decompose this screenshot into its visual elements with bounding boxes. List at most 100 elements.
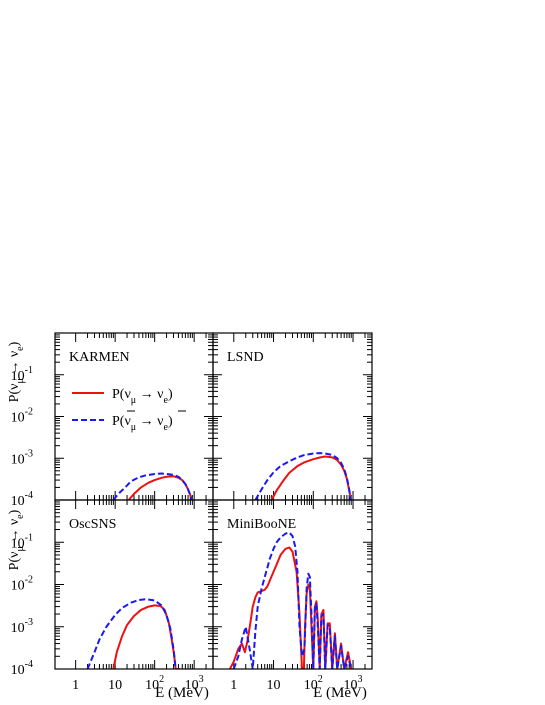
legend-label-part: ) xyxy=(168,387,173,402)
x-tick-base: 1 xyxy=(230,678,237,693)
y-tick-label: 10-4 xyxy=(11,659,33,678)
y-title-part: ) xyxy=(7,341,22,346)
y-title-part: ) xyxy=(7,509,22,514)
y-title-part: ν xyxy=(7,519,22,525)
y-tick-exponent: -4 xyxy=(25,659,33,670)
x-tick-base: 10 xyxy=(344,678,358,693)
y-tick-base: 10 xyxy=(11,369,25,384)
x-tick-exponent: 2 xyxy=(318,674,323,685)
legend: P(νμ → νe)P(νμ → νe) xyxy=(72,387,186,433)
y-title-part: e xyxy=(15,346,26,351)
y-tick-base: 10 xyxy=(11,411,25,426)
y-tick-label: 10-3 xyxy=(11,617,33,636)
y-axis-labels: P(νμ → νe)P(νμ → νe) xyxy=(7,341,26,570)
legend-label-part: P( xyxy=(112,387,125,402)
x-tick-labels: 1 10 102 103 xyxy=(230,674,362,693)
y-tick-base: 10 xyxy=(11,621,25,636)
x-tick-label: 1 xyxy=(72,678,79,693)
y-tick-exponent: -2 xyxy=(25,407,33,418)
legend-label-part: μ xyxy=(131,422,136,433)
x-axis-title: E (MeV) xyxy=(313,685,367,701)
x-axis-title: E (MeV) xyxy=(155,685,209,701)
y-tick-label: 10-1 xyxy=(11,532,33,551)
y-tick-label: 10-4 xyxy=(11,490,33,509)
panels: KARMEN10-110-210-310-4LSNDOscSNS10-110-2… xyxy=(11,332,373,693)
x-tick-label: 103 xyxy=(344,674,363,693)
legend-label-part: μ xyxy=(131,395,136,406)
panel-label: MiniBooNE xyxy=(227,517,296,532)
x-tick-exponent: 2 xyxy=(159,674,164,685)
y-title-part: μ xyxy=(15,378,26,383)
series-line-antinu-mu-to-antinu-e xyxy=(254,452,352,500)
panel-lsnd: LSND xyxy=(212,332,373,501)
y-tick-base: 10 xyxy=(11,579,25,594)
y-title-part: ν xyxy=(7,384,22,390)
y-title-part: e xyxy=(15,514,26,519)
axis-ticks xyxy=(213,332,373,501)
legend-label-part: e xyxy=(164,422,169,433)
x-tick-base: 10 xyxy=(304,678,318,693)
y-title-part: P( xyxy=(7,558,22,571)
y-tick-exponent: -1 xyxy=(25,365,33,376)
y-axis-title: P(νμ → νe) xyxy=(7,509,26,570)
y-tick-label: 10-2 xyxy=(11,407,33,426)
panel-label: LSND xyxy=(227,350,264,365)
x-tick-base: 10 xyxy=(267,678,281,693)
y-title-part: μ xyxy=(15,546,26,551)
x-tick-label: 10 xyxy=(267,678,281,693)
legend-label: P(νμ → νe) xyxy=(112,387,173,406)
y-tick-labels: 10-110-210-310-4 xyxy=(11,532,33,678)
x-tick-labels: 1 10 102 103 xyxy=(72,674,204,693)
y-title-part: → xyxy=(7,525,22,546)
panel-label: OscSNS xyxy=(69,517,116,532)
y-tick-exponent: -3 xyxy=(25,448,33,459)
legend-label-part: → xyxy=(136,387,157,402)
y-tick-labels: 10-110-210-310-4 xyxy=(11,365,33,509)
legend-label-part: ν xyxy=(124,387,130,402)
legend-label-part: ν xyxy=(124,414,130,429)
y-tick-base: 10 xyxy=(11,663,25,678)
legend-label-part: P( xyxy=(112,414,125,429)
series-line-antinu-mu-to-antinu-e xyxy=(86,598,177,669)
x-axis-labels: E (MeV) E (MeV) xyxy=(155,685,367,701)
legend-label-part: ) xyxy=(168,414,173,429)
y-tick-exponent: -3 xyxy=(25,617,33,628)
x-tick-base: 1 xyxy=(72,678,79,693)
y-tick-label: 10-2 xyxy=(11,575,33,594)
y-tick-base: 10 xyxy=(11,536,25,551)
y-tick-label: 10-1 xyxy=(11,365,33,384)
x-tick-label: 103 xyxy=(185,674,204,693)
legend-label: P(νμ → νe) xyxy=(112,414,173,433)
x-tick-label: 102 xyxy=(304,674,323,693)
y-tick-exponent: -2 xyxy=(25,575,33,586)
x-tick-exponent: 3 xyxy=(199,674,204,685)
x-tick-label: 1 xyxy=(230,678,237,693)
legend-label-part: → xyxy=(136,414,157,429)
series-line-antinu-mu-to-antinu-e xyxy=(112,472,193,500)
y-tick-base: 10 xyxy=(11,494,25,509)
legend-label-part: ν xyxy=(157,387,163,402)
y-title-part: ν xyxy=(7,552,22,558)
x-tick-exponent: 3 xyxy=(358,674,363,685)
x-tick-base: 10 xyxy=(185,678,199,693)
x-tick-base: 10 xyxy=(145,678,159,693)
y-tick-exponent: -1 xyxy=(25,532,33,543)
panel-frame xyxy=(212,499,373,670)
y-axis-title: P(νμ → νe) xyxy=(7,341,26,402)
legend-label-part: e xyxy=(164,395,169,406)
y-tick-base: 10 xyxy=(11,452,25,467)
panel-label: KARMEN xyxy=(69,350,130,365)
y-tick-exponent: -4 xyxy=(25,490,33,501)
series-line-nu-mu-to-nu-e xyxy=(229,546,353,669)
series-line-nu-mu-to-nu-e xyxy=(270,455,352,500)
legend-label-part: ν xyxy=(157,414,163,429)
y-title-part: P( xyxy=(7,390,22,403)
y-tick-label: 10-3 xyxy=(11,448,33,467)
x-tick-base: 10 xyxy=(108,678,122,693)
series-line-antinu-mu-to-antinu-e xyxy=(232,531,353,669)
y-title-part: → xyxy=(7,357,22,378)
